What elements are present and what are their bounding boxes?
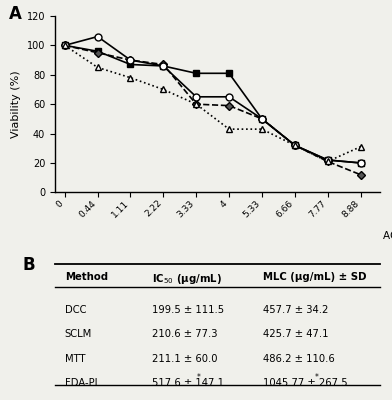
Text: *: * xyxy=(314,373,318,382)
Text: 517.6 ± 147.1: 517.6 ± 147.1 xyxy=(152,378,225,388)
Text: B: B xyxy=(22,256,35,274)
Text: 425.7 ± 47.1: 425.7 ± 47.1 xyxy=(263,330,328,340)
Text: DCC: DCC xyxy=(65,305,86,315)
Text: FDA-PI: FDA-PI xyxy=(65,378,97,388)
Text: SCLM: SCLM xyxy=(65,330,92,340)
Text: 210.6 ± 77.3: 210.6 ± 77.3 xyxy=(152,330,218,340)
Text: 199.5 ± 111.5: 199.5 ± 111.5 xyxy=(152,305,225,315)
Text: 457.7 ± 34.2: 457.7 ± 34.2 xyxy=(263,305,328,315)
Text: 1045.77 ± 267.5: 1045.77 ± 267.5 xyxy=(263,378,348,388)
Text: MLC (μg/mL) ± SD: MLC (μg/mL) ± SD xyxy=(263,272,367,282)
Y-axis label: Viability (%): Viability (%) xyxy=(11,70,21,138)
Text: *: * xyxy=(197,373,201,382)
Text: IC$_{50}$ (μg/mL): IC$_{50}$ (μg/mL) xyxy=(152,272,222,286)
Text: Method: Method xyxy=(65,272,108,282)
Text: 486.2 ± 110.6: 486.2 ± 110.6 xyxy=(263,354,335,364)
Text: A: A xyxy=(9,6,22,24)
Text: AGE (μL): AGE (μL) xyxy=(383,231,392,241)
Text: 211.1 ± 60.0: 211.1 ± 60.0 xyxy=(152,354,218,364)
Text: MTT: MTT xyxy=(65,354,85,364)
